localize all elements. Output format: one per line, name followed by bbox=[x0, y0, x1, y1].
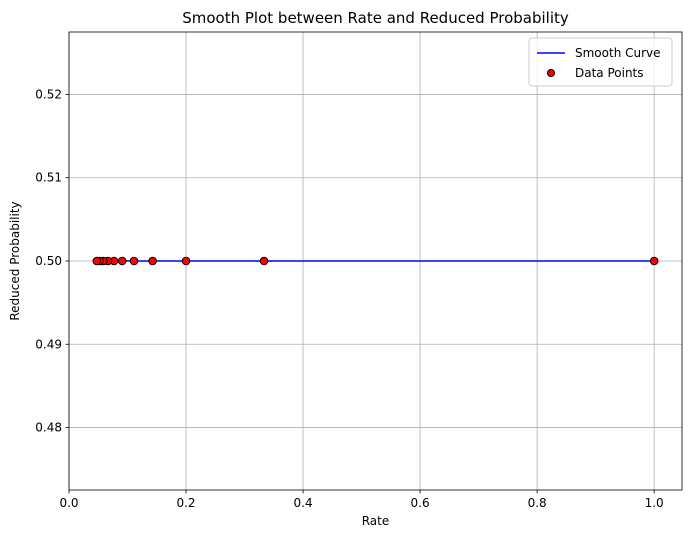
x-tick-label: 0.4 bbox=[294, 496, 313, 510]
y-tick-label: 0.50 bbox=[35, 254, 62, 268]
x-tick-label: 0.0 bbox=[59, 496, 78, 510]
x-tick-label: 0.2 bbox=[176, 496, 195, 510]
legend-box bbox=[528, 37, 673, 87]
legend: Smooth Curve Data Points bbox=[528, 37, 673, 87]
y-tick-label: 0.51 bbox=[35, 171, 62, 185]
data-point bbox=[649, 256, 659, 266]
data-point bbox=[181, 256, 191, 266]
chart-title: Smooth Plot between Rate and Reduced Pro… bbox=[182, 9, 569, 27]
x-tick-label: 0.8 bbox=[528, 496, 547, 510]
data-point bbox=[129, 256, 139, 266]
legend-label-data-points: Data Points bbox=[575, 66, 644, 80]
data-point bbox=[148, 256, 157, 266]
scatter-series-layer bbox=[92, 256, 659, 266]
data-point bbox=[92, 256, 102, 266]
x-tick-label: 1.0 bbox=[645, 496, 664, 510]
y-tick-label: 0.49 bbox=[35, 337, 62, 351]
y-tick-label: 0.48 bbox=[35, 421, 62, 435]
x-axis-label: Rate bbox=[362, 514, 390, 528]
axis-ticks: 0.0 0.2 0.4 0.6 0.8 1.0 0.48 0.49 0.50 0.51 0.52 bbox=[35, 87, 663, 510]
y-tick-label: 0.52 bbox=[35, 87, 62, 101]
legend-marker-swatch bbox=[547, 69, 555, 77]
x-tick-label: 0.6 bbox=[411, 496, 430, 510]
y-axis-label: Reduced Probability bbox=[8, 201, 22, 320]
data-point bbox=[259, 256, 269, 266]
legend-label-smooth-curve: Smooth Curve bbox=[575, 46, 661, 60]
data-point bbox=[117, 256, 127, 266]
